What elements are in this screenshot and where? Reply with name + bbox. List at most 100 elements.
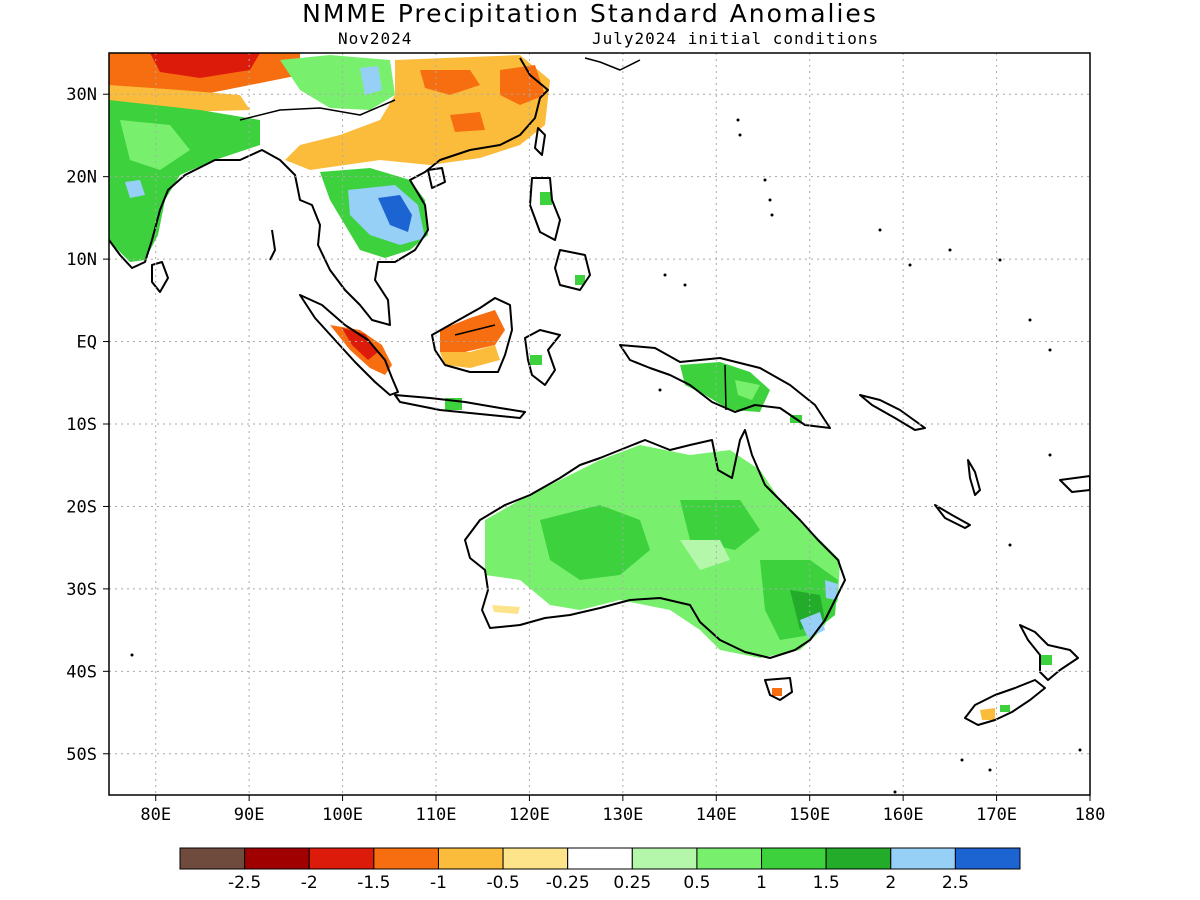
shade-china-moderate-dry-2 (500, 65, 545, 105)
colorbar-swatch (373, 847, 439, 870)
coast-solomons (859, 394, 926, 431)
coast-luzon (529, 177, 561, 241)
lon-tick-label: 140E (696, 805, 737, 825)
colorbar-label: -1 (430, 873, 447, 893)
colorbar-swatch (308, 847, 375, 870)
colorbar-label: 2.5 (942, 873, 969, 893)
colorbar-swatch (954, 847, 1021, 870)
lat-tick-label: 20N (66, 168, 97, 188)
shade-australia-light (680, 540, 730, 570)
colorbar-swatch (696, 847, 763, 870)
colorbar: -2.5 -2 -1.5 -1 -0.5 -0.25 0.25 0.5 1 1.5 2 2.5 (179, 847, 1021, 893)
lon-tick-label: 80E (140, 805, 171, 825)
lat-tick-label: 20S (66, 497, 97, 517)
coast-japan (584, 57, 641, 71)
lon-tick-label: 160E (883, 805, 924, 825)
shade-nz-wet (1040, 655, 1052, 665)
map-frame (108, 52, 1091, 796)
colorbar-swatch (179, 847, 246, 870)
colorbar-swatch (825, 847, 892, 870)
shade-china-dry (285, 55, 550, 170)
colorbar-swatch (567, 847, 633, 870)
coast-nz-south (964, 679, 1046, 726)
lon-tick-label: 110E (416, 805, 457, 825)
lon-tick-label: 180 (1075, 805, 1106, 825)
coast-new-guinea (619, 344, 831, 429)
shade-borneo-light-dry (440, 345, 500, 368)
shade-china-moderate-dry-3 (450, 112, 485, 132)
coast-sumatra (299, 294, 399, 396)
colorbar-swatch (244, 847, 310, 870)
shade-india-light (120, 120, 190, 170)
lat-tick-label: 50S (66, 745, 97, 765)
colorbar-swatch (437, 847, 504, 870)
coast-taiwan (534, 127, 546, 156)
coast-andaman (269, 229, 276, 261)
shade-himalaya-blue (360, 66, 382, 95)
lat-tick-label: 40S (66, 662, 97, 682)
gridlines (109, 53, 1090, 795)
shade-tasmania-dry (772, 688, 782, 696)
coast-vanuatu (967, 459, 981, 496)
island-dots (130, 118, 1082, 794)
colorbar-swatch (761, 847, 827, 870)
colorbar-label: 1 (756, 873, 767, 893)
lat-tick-label: EQ (77, 333, 97, 353)
coast-new-caledonia (934, 504, 971, 529)
forecast-month: Nov2024 (338, 29, 413, 48)
shade-australia-wet-mid (680, 500, 760, 550)
shade-nz-wet-2 (1000, 705, 1010, 712)
coast-china-border (239, 99, 396, 121)
lon-tick-label: 130E (602, 805, 643, 825)
lat-tick-label: 10N (66, 250, 97, 270)
shade-nz-lightdry (980, 708, 995, 720)
coast-png-border (724, 364, 727, 411)
colorbar-label: 1.5 (813, 873, 840, 893)
colorbar-label: 0.25 (613, 873, 651, 893)
lon-tick-label: 90E (234, 805, 265, 825)
coast-sri-lanka (151, 261, 169, 293)
shade-australia-base (485, 445, 840, 658)
coast-mindanao (554, 249, 591, 291)
shade-sumatra-strong-dry (342, 328, 378, 360)
shade-australia-wet-core (540, 505, 650, 580)
lat-axis: 30N 20N 10N EQ 10S 20S 30S 40S 50S (66, 85, 109, 765)
coast-asia-mainland (109, 57, 549, 326)
shade-newguinea-light (735, 380, 760, 400)
coast-java (394, 394, 526, 419)
lon-tick-label: 100E (322, 805, 363, 825)
shade-tibet-strong-dry (150, 53, 260, 78)
lon-axis: 80E 90E 100E 110E 120E 130E 140E 150E 160E 170E 18… (140, 795, 1105, 825)
shade-sulawesi-wet (530, 355, 542, 365)
shade-australia-blue-2 (825, 580, 838, 600)
colorbar-label: 2 (885, 873, 896, 893)
initial-conditions: July2024 initial conditions (592, 29, 880, 48)
anomaly-shading (109, 53, 1052, 720)
colorbar-swatch (631, 847, 698, 870)
colorbar-label: -0.5 (486, 873, 519, 893)
coast-australia (464, 429, 846, 659)
shade-china-moderate-dry (420, 70, 480, 95)
shade-australia-blue (800, 612, 825, 638)
colorbar-label: -2 (301, 873, 318, 893)
coastlines (109, 57, 1090, 726)
colorbar-label: 0.5 (683, 873, 710, 893)
shade-indochina-darkblue (378, 195, 412, 232)
coast-hainan (427, 167, 446, 189)
shade-swaus-lightdry (492, 605, 520, 614)
coast-fiji (1059, 475, 1090, 493)
lat-tick-label: 10S (66, 415, 97, 435)
shade-philippines-wet-2 (575, 275, 585, 285)
colorbar-swatch (890, 847, 956, 870)
shade-india-blue (125, 180, 145, 198)
lon-tick-label: 120E (509, 805, 550, 825)
lon-tick-label: 170E (976, 805, 1017, 825)
shade-philippines-wet (540, 192, 552, 205)
colorbar-label: -1.5 (357, 873, 390, 893)
colorbar-label: -2.5 (228, 873, 261, 893)
colorbar-swatch (502, 847, 569, 870)
map-title: NMME Precipitation Standard Anomalies (302, 0, 878, 28)
colorbar-label: -0.25 (546, 873, 590, 893)
lat-tick-label: 30N (66, 85, 97, 105)
